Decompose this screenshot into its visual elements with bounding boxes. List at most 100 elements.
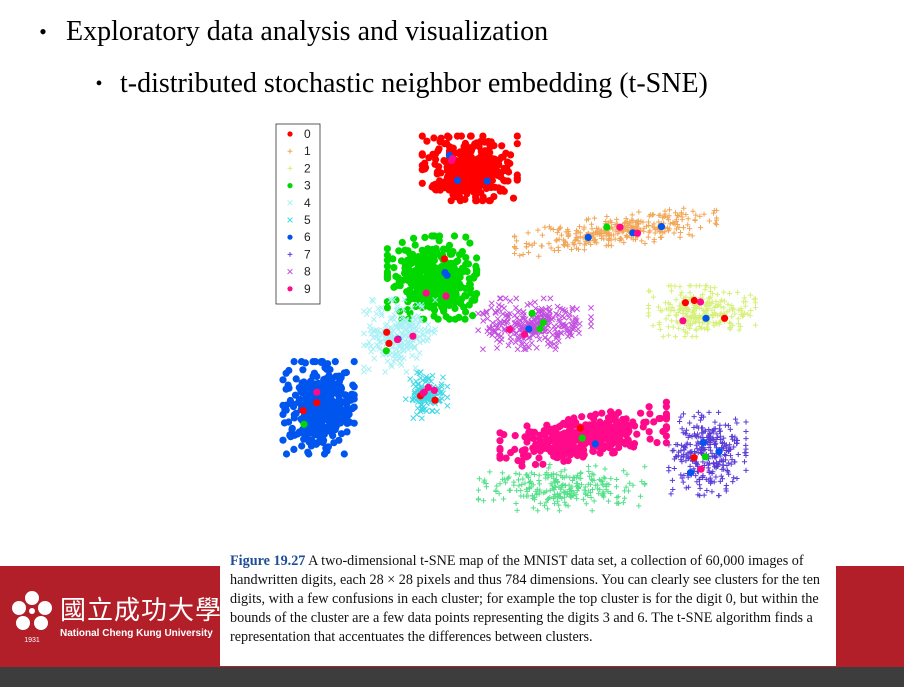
scatter-point: [558, 232, 565, 238]
scatter-point: [487, 469, 493, 475]
scatter-point: [652, 230, 658, 236]
scatter-point: [711, 310, 718, 316]
scatter-point: [713, 474, 719, 480]
scatter-point: [521, 346, 527, 353]
scatter-point: [679, 426, 685, 432]
scatter-point: [675, 309, 681, 316]
scatter-point: [418, 150, 426, 158]
legend-label: 3: [304, 179, 311, 193]
scatter-point: [709, 489, 715, 495]
scatter-point: [368, 348, 375, 355]
scatter-point: [645, 403, 653, 411]
scatter-point: [498, 142, 506, 150]
scatter-point: [726, 320, 733, 326]
scatter-point: [561, 314, 568, 321]
scatter-point: [668, 491, 674, 497]
scatter-point: [725, 301, 731, 308]
scatter-point: [668, 288, 675, 294]
scatter-point: [553, 238, 559, 244]
scatter-point: [596, 491, 602, 497]
scatter-point: [327, 423, 335, 431]
scatter-point: [306, 402, 314, 410]
scatter-point: [697, 465, 705, 473]
scatter-point: [540, 295, 547, 302]
scatter-point: [412, 365, 419, 371]
scatter-point: [462, 254, 470, 262]
scatter-point: [686, 226, 693, 232]
scatter-point: [551, 500, 558, 507]
scatter-point: [319, 438, 327, 446]
scatter-point: [382, 347, 390, 355]
scatter-point: [603, 243, 609, 249]
caption-text: A two-dimensional t-SNE map of the MNIST…: [230, 553, 820, 645]
scatter-point: [429, 150, 437, 158]
scatter-point: [569, 477, 576, 484]
scatter-point: [475, 327, 482, 334]
scatter-point: [438, 381, 445, 388]
scatter-point: [685, 216, 691, 222]
scatter-point: [461, 291, 469, 300]
scatter-point: [513, 470, 519, 477]
scatter-point: [503, 158, 512, 166]
scatter-point: [696, 298, 705, 306]
scatter-point: [565, 430, 573, 438]
scatter-point: [673, 312, 679, 318]
scatter-point: [704, 324, 710, 330]
scatter-point: [457, 299, 465, 308]
scatter-point: [558, 469, 564, 475]
scatter-point: [536, 472, 542, 478]
scatter-point: [678, 414, 684, 420]
scatter-point: [545, 475, 551, 481]
scatter-point: [324, 394, 332, 402]
scatter-point: [389, 255, 397, 263]
scatter-point: [600, 489, 606, 495]
scatter-point: [419, 258, 427, 266]
scatter-point: [501, 305, 508, 312]
scatter-point: [419, 401, 426, 408]
scatter-point: [525, 230, 531, 236]
scatter-point: [601, 421, 609, 429]
scatter-point: [721, 440, 727, 446]
scatter-point: [468, 296, 476, 305]
scatter-point: [729, 314, 735, 320]
scatter-point: [712, 419, 718, 425]
scatter-point: [361, 368, 367, 375]
scatter-point: [662, 439, 670, 447]
university-chinese-name: 國立成功大學: [60, 595, 223, 625]
scatter-point: [542, 306, 549, 313]
scatter-point: [420, 406, 427, 413]
scatter-point: [580, 496, 587, 502]
scatter-point: [743, 467, 749, 473]
scatter-point: [473, 254, 481, 262]
scatter-point: [480, 317, 487, 324]
scatter-point: [581, 226, 587, 232]
scatter-point: [506, 325, 514, 334]
scatter-point: [608, 243, 614, 249]
scatter-point: [726, 471, 732, 477]
scatter-point: [546, 317, 553, 324]
scatter-point: [676, 418, 683, 425]
scatter-point: [624, 233, 630, 240]
scatter-point: [606, 436, 614, 444]
scatter-point: [743, 450, 749, 456]
legend-label: 0: [304, 127, 311, 141]
scatter-point: [699, 438, 707, 447]
scatter-point: [342, 391, 350, 399]
scatter-point: [509, 194, 518, 202]
scatter-point: [639, 238, 645, 244]
scatter-point: [527, 300, 534, 307]
scatter-point: [503, 164, 511, 172]
scatter-point: [554, 230, 560, 236]
scatter-point: [693, 473, 699, 479]
scatter-point: [678, 457, 684, 463]
scatter-point: [413, 355, 420, 361]
scatter-point: [411, 343, 418, 350]
scatter-point: [421, 165, 429, 173]
scatter-point: [522, 480, 528, 486]
scatter-point: [676, 325, 682, 331]
scatter-point: [435, 237, 443, 245]
scatter-point: [706, 426, 712, 433]
scatter-point: [388, 296, 395, 303]
scatter-point: [512, 319, 519, 326]
scatter-point: [409, 397, 416, 404]
